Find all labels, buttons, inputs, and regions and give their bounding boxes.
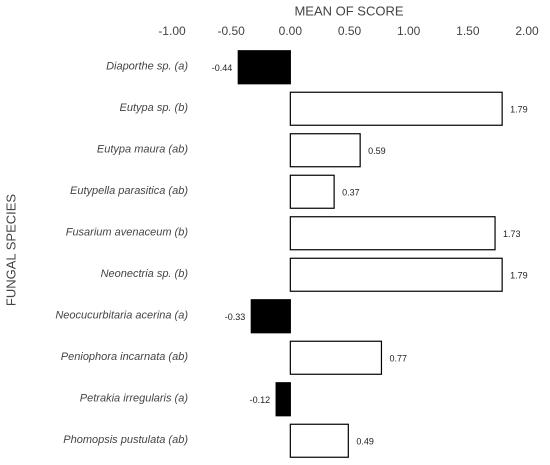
bar	[289, 257, 503, 292]
x-tick-label: 0.50	[338, 24, 362, 38]
value-label: 1.79	[510, 271, 528, 281]
bar	[289, 133, 361, 168]
x-tick-label: -1.00	[158, 24, 186, 38]
y-tick-label: Petrakia irregularis (a)	[80, 393, 189, 405]
y-tick-label: Phomopsis pustulata (ab)	[63, 434, 188, 446]
bar	[289, 340, 383, 375]
x-tick-label: 2.00	[515, 24, 539, 38]
bar	[275, 382, 291, 417]
x-tick-label: 1.00	[397, 24, 421, 38]
y-tick-label: Peniophora incarnata (ab)	[61, 351, 189, 363]
y-tick-label: Eutypella parasitica (ab)	[70, 185, 188, 197]
value-label: -0.12	[250, 395, 271, 405]
value-label: -0.44	[212, 63, 233, 73]
y-tick-label: Fusarium avenaceum (b)	[66, 227, 189, 239]
x-tick-label: 0.00	[279, 24, 303, 38]
bar	[289, 91, 503, 126]
y-tick-label: Diaporthe sp. (a)	[106, 61, 188, 73]
bar	[289, 216, 496, 251]
bar	[289, 423, 349, 458]
y-tick-label: Eutypa sp. (b)	[120, 102, 189, 114]
value-label: 1.79	[510, 105, 528, 115]
x-tick-label: -0.50	[217, 24, 245, 38]
value-label: 0.59	[368, 146, 386, 156]
value-label: -0.33	[225, 312, 246, 322]
value-label: 0.37	[342, 188, 360, 198]
value-label: 0.49	[356, 437, 374, 447]
value-label: 1.73	[503, 229, 521, 239]
bar	[250, 299, 291, 334]
bar	[237, 50, 291, 85]
y-axis-label: FUNGAL SPECIES	[3, 194, 18, 307]
value-label: 0.77	[389, 354, 407, 364]
y-tick-label: Eutypa maura (ab)	[97, 144, 188, 156]
y-tick-label: Neocucurbitaria acerina (a)	[55, 310, 188, 322]
chart-title: MEAN OF SCORE	[294, 3, 403, 18]
y-tick-label: Neonectria sp. (b)	[101, 268, 189, 280]
x-tick-label: 1.50	[456, 24, 480, 38]
bar	[289, 174, 335, 209]
